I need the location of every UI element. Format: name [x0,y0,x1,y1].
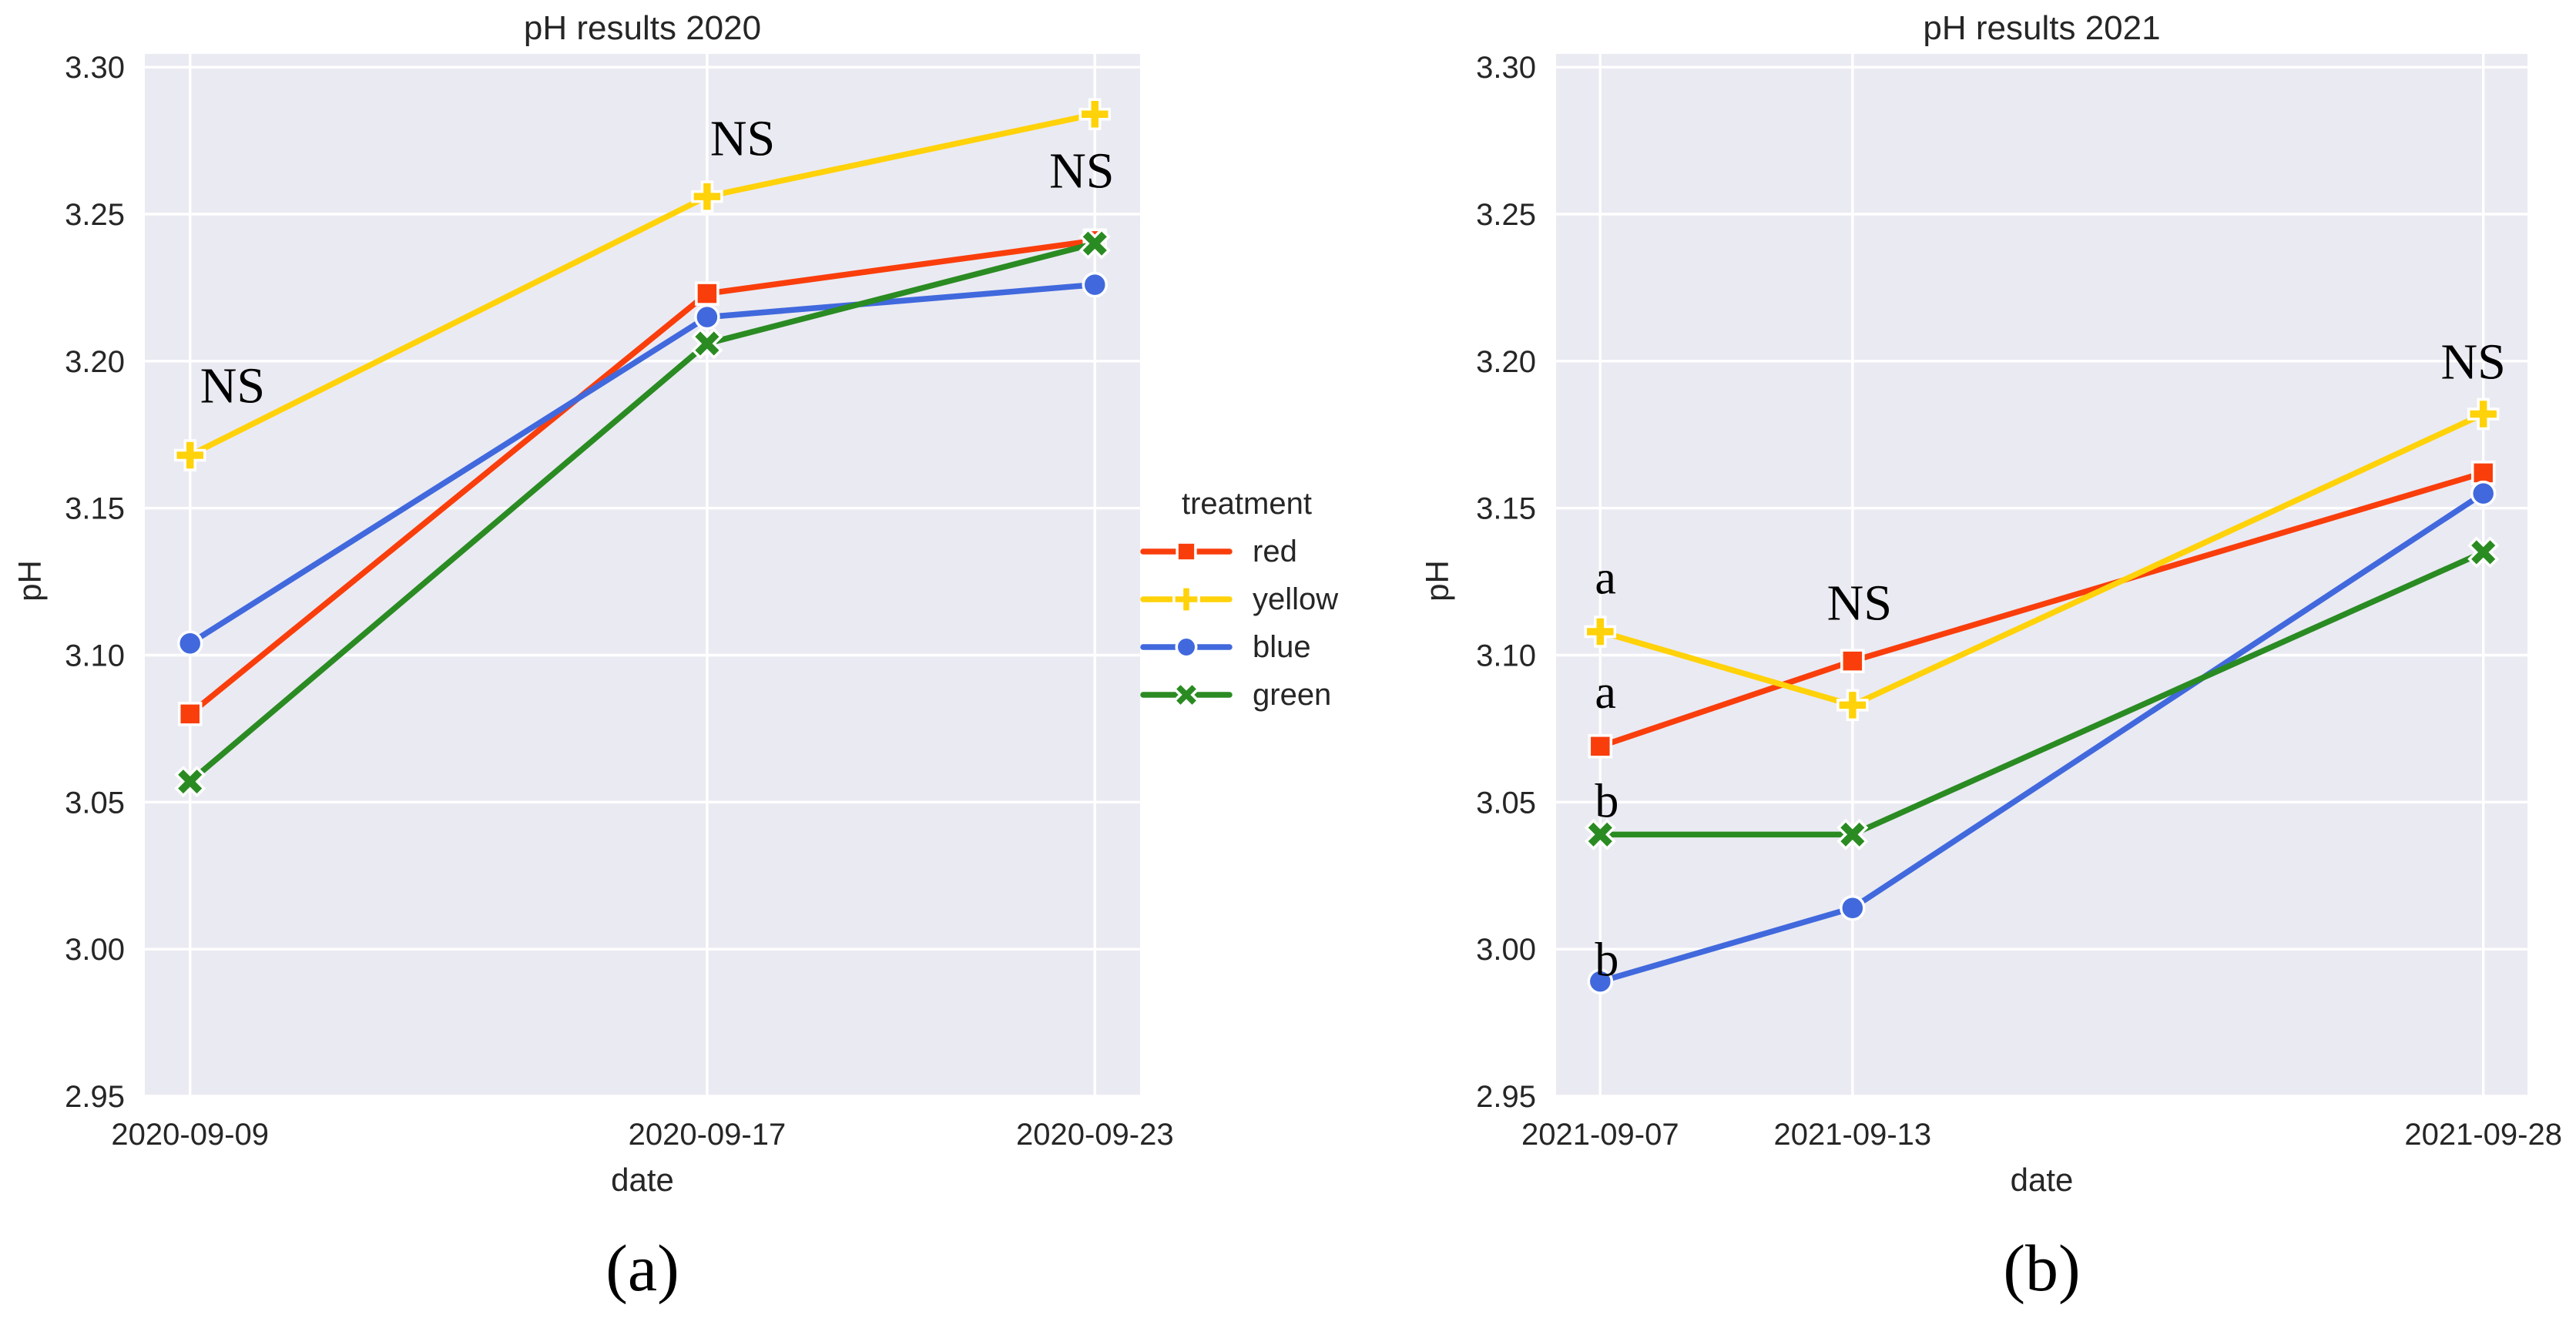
x-tick-label: 2021-09-13 [1774,1118,1932,1152]
square-marker [2470,461,2496,485]
x-legend-swatch-icon [1140,681,1233,709]
y-tick-label: 3.00 [1476,933,1536,967]
y-tick-label: 3.30 [1476,51,1536,85]
y-tick-label: 3.15 [65,492,125,526]
panel-b: 3.30 3.25 3.20 3.15 3.10 3.05 3.00 2.95 2021-09-… [1476,51,2562,1152]
plus-marker [1836,689,1869,722]
annotation-ns: NS [710,111,775,167]
y-tick-label: 3.25 [1476,198,1536,232]
y-tick-label: 3.30 [65,51,125,85]
panel-b-x-axis-label: date [2010,1162,2074,1198]
y-tick-label: 2.95 [1476,1080,1536,1114]
annotation-ns: NS [1049,143,1114,200]
panel-a-x-axis-label: date [611,1162,674,1198]
y-tick-label: 3.15 [1476,492,1536,526]
circle-marker [1082,271,1109,298]
y-tick-label: 3.10 [1476,639,1536,673]
legend-entry-green: green [1140,671,1338,719]
y-tick-label: 3.00 [65,933,125,967]
y-tick-label: 3.05 [65,786,125,820]
x-marker [1172,681,1200,709]
square-marker [177,702,203,726]
caption-a: (a) [605,1231,679,1305]
square-marker [695,281,719,306]
panel-a-y-axis-label: pH [12,560,48,602]
annotation-ns: NS [200,357,265,414]
legend: treatment red yellow blue green [1140,487,1338,719]
y-tick-label: 3.10 [65,639,125,673]
plus-marker [1172,585,1200,613]
x-marker [1836,818,1869,850]
legend-entry-red: red [1140,528,1338,575]
x-marker [1078,227,1111,260]
circle-marker [176,630,203,656]
circle-marker [1175,636,1198,659]
x-tick-label: 2020-09-17 [629,1118,787,1152]
x-marker [174,766,206,798]
legend-entry-label: yellow [1253,582,1339,616]
circle-marker [1840,894,1866,921]
annotation-a: a [1595,552,1616,604]
circle-marker [1587,968,1614,994]
plus-legend-swatch-icon [1140,585,1233,613]
plus-marker [2467,397,2500,431]
y-tick-label: 3.20 [1476,345,1536,379]
circle-legend-swatch-icon [1140,636,1233,659]
x-tick-label: 2020-09-09 [111,1118,269,1152]
caption-b: (b) [2003,1231,2081,1305]
legend-entry-label: red [1253,534,1297,568]
y-tick-label: 2.95 [65,1080,125,1114]
x-marker [2467,536,2500,568]
x-marker [691,327,723,360]
circle-marker [2470,480,2497,507]
legend-entry-label: blue [1253,629,1311,664]
y-tick-label: 3.20 [65,345,125,379]
panel-b-y-axis-label: pH [1419,560,1455,602]
square-legend-swatch-icon [1140,541,1233,562]
legend-entry-blue: blue [1140,623,1338,671]
panel-b-title: pH results 2021 [1923,9,2161,47]
legend-title: treatment [1182,487,1312,521]
x-tick-label: 2020-09-23 [1016,1118,1174,1152]
circle-marker [694,304,720,330]
plot-background [1556,54,2527,1096]
y-tick-label: 3.05 [1476,786,1536,820]
plus-marker [1078,98,1112,130]
plus-marker [691,180,723,213]
annotation-b: b [1595,934,1618,987]
x-marker [1584,818,1616,850]
square-marker [1840,649,1865,673]
plus-marker [1584,615,1617,648]
plus-marker [173,439,206,471]
x-tick-label: 2021-09-07 [1521,1118,1679,1152]
square-marker [1588,734,1613,759]
square-marker [1176,541,1197,562]
annotation-b: b [1595,775,1618,827]
annotation-a: a [1595,666,1616,719]
legend-entry-label: green [1253,677,1332,712]
annotation-ns: NS [2440,334,2505,391]
panel-a: 3.30 3.25 3.20 3.15 3.10 3.05 3.00 2.95 2020-09-… [65,51,1173,1152]
legend-entries: red yellow blue green [1140,528,1338,719]
annotation-ns: NS [1827,575,1892,632]
panel-a-title: pH results 2020 [523,9,762,47]
x-tick-label: 2021-09-28 [2404,1118,2562,1152]
y-tick-label: 3.25 [65,198,125,232]
legend-entry-yellow: yellow [1140,575,1338,623]
